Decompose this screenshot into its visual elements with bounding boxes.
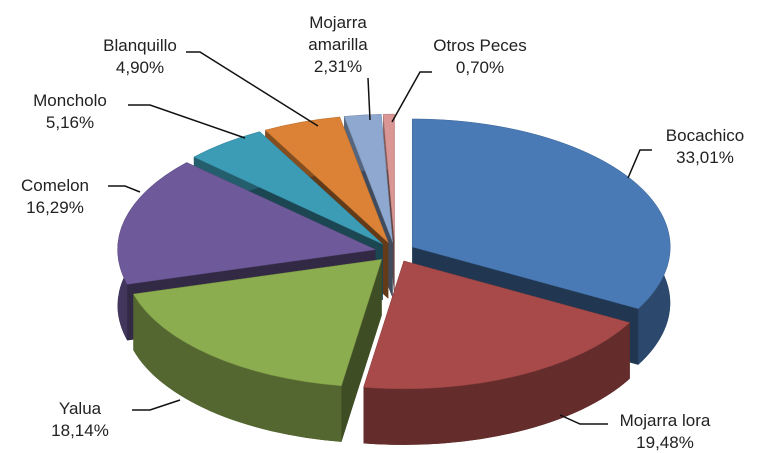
slice [411, 118, 671, 309]
leader-line [627, 149, 652, 179]
slice-label: Moncholo 5,16% [10, 90, 130, 134]
slice-side [133, 294, 342, 442]
slice-label: Bocachico 33,01% [645, 125, 763, 169]
category-label: Bocachico [665, 126, 745, 145]
slice [363, 260, 631, 390]
value-label: 33,01% [676, 148, 734, 167]
slice-label: Blanquillo 4,90% [80, 35, 200, 79]
leader-line [391, 71, 432, 123]
leader-line [186, 51, 319, 127]
leader-line [128, 104, 246, 139]
category-label: Comelon [20, 176, 90, 195]
category-label: Otros Peces [433, 36, 527, 55]
category-label: Moncholo [33, 91, 107, 110]
slice [264, 116, 389, 243]
slice-label: Otros Peces 0,70% [420, 35, 540, 79]
slice-group [132, 259, 383, 442]
value-label: 4,90% [115, 58, 165, 77]
slice [132, 259, 383, 387]
value-label: 16,29% [26, 198, 84, 217]
value-label: 5,16% [45, 113, 95, 132]
leader-line [132, 399, 181, 411]
leader-line [367, 77, 371, 121]
slice [382, 113, 395, 243]
category-label: Mojarra amarilla [308, 13, 368, 54]
category-label: Blanquillo [103, 36, 177, 55]
slice [193, 131, 383, 245]
slice-group [363, 260, 631, 445]
slice-group [411, 118, 671, 365]
slice [117, 162, 377, 285]
value-label: 0,70% [455, 58, 505, 77]
slice-label: Mojarra lora 19,48% [605, 410, 725, 453]
value-label: 2,31% [313, 57, 363, 76]
leader-line [108, 185, 141, 193]
slice-label: Mojarra amarilla 2,31% [293, 12, 383, 78]
slice-label: Yalua 18,14% [20, 398, 140, 442]
value-label: 19,48% [636, 433, 694, 452]
category-label: Yalua [58, 399, 102, 418]
slice-label: Comelon 16,29% [0, 175, 115, 219]
leader-line [559, 414, 608, 425]
slice-side [363, 322, 630, 445]
value-label: 18,14% [51, 421, 109, 440]
category-label: Mojarra lora [619, 411, 711, 430]
slice [343, 114, 393, 243]
